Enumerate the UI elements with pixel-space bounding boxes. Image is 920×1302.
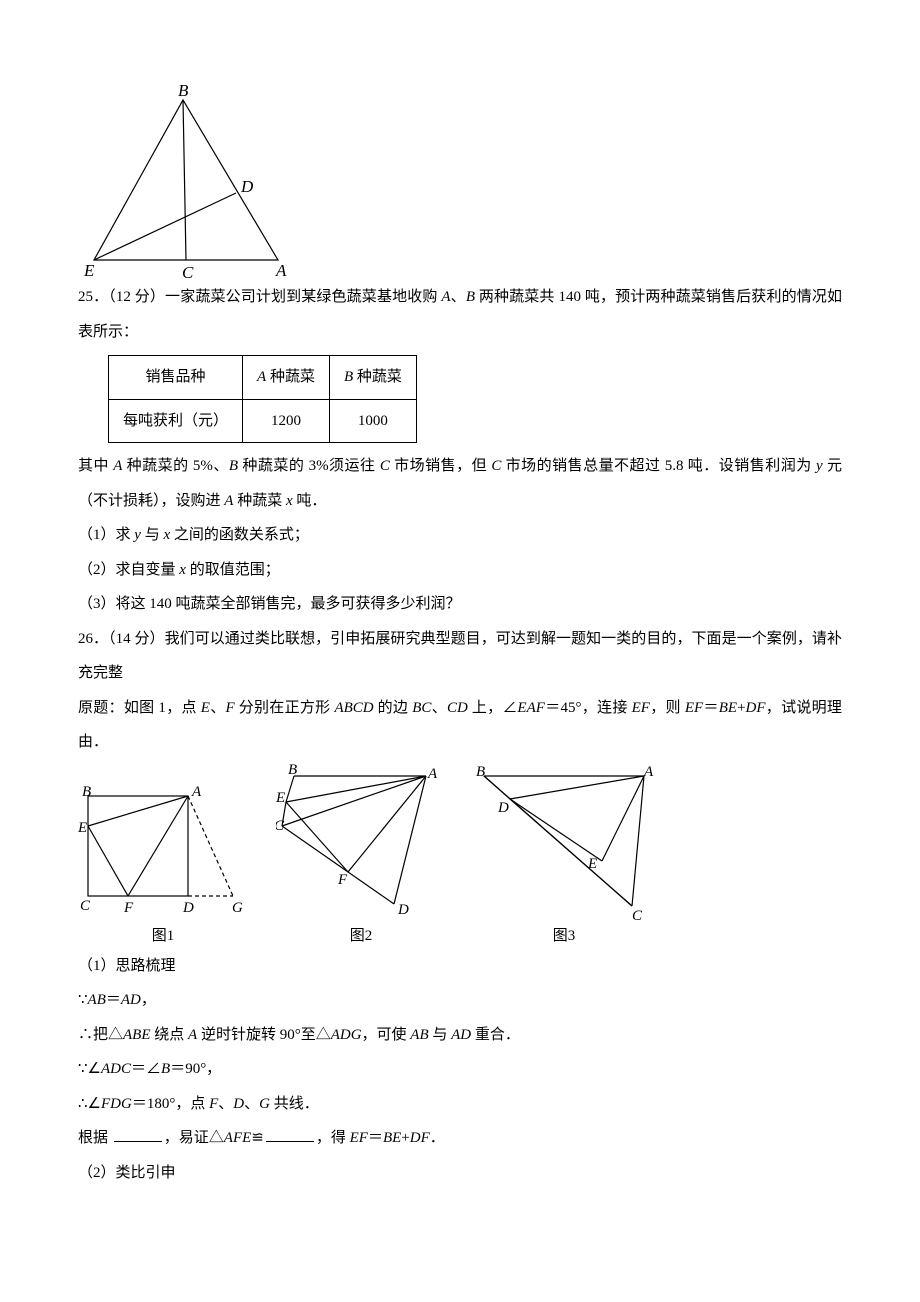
- svg-text:B: B: [82, 784, 91, 800]
- q25-sub1: （1）求 y 与 x 之间的函数关系式；: [78, 518, 842, 553]
- svg-text:A: A: [191, 784, 202, 800]
- svg-text:C: C: [276, 818, 285, 834]
- label-E: E: [83, 261, 95, 280]
- fig2-label: 图2: [276, 926, 446, 947]
- fig3-label: 图3: [474, 926, 654, 947]
- q25-heading: 25．（12 分）一家蔬菜公司计划到某绿色蔬菜基地收购 A、B 两种蔬菜共 14…: [78, 280, 842, 349]
- q26-sub1: （1）思路梳理: [78, 949, 842, 984]
- table-v2: 1000: [329, 399, 416, 443]
- q26-l5: 根据 ，易证△AFE≌，得 EF＝BE+DF．: [78, 1121, 842, 1156]
- svg-text:B: B: [288, 764, 297, 778]
- svg-text:C: C: [632, 908, 643, 924]
- label-C: C: [182, 263, 194, 280]
- svg-text:B: B: [476, 766, 485, 780]
- svg-text:A: A: [427, 766, 438, 782]
- svg-text:E: E: [587, 856, 597, 872]
- svg-text:E: E: [276, 790, 285, 806]
- table-v1: 1200: [243, 399, 330, 443]
- table-h2: A 种蔬菜: [243, 356, 330, 400]
- q25-sub3: （3）将这 140 吨蔬菜全部销售完，最多可获得多少利润？: [78, 587, 842, 622]
- triangle-figure: B D E C A: [78, 80, 842, 280]
- q25-table: 销售品种 A 种蔬菜 B 种蔬菜 每吨获利（元） 1200 1000: [108, 355, 417, 443]
- q26-l2: ∴把△ABE 绕点 A 逆时针旋转 90°至△ADG，可使 AB 与 AD 重合…: [78, 1018, 842, 1053]
- svg-text:A: A: [643, 766, 654, 780]
- fig1-label: 图1: [78, 926, 248, 947]
- svg-text:G: G: [232, 900, 243, 916]
- svg-text:F: F: [123, 900, 134, 916]
- q26-heading: 26．（14 分）我们可以通过类比联想，引申拓展研究典型题目，可达到解一题知一类…: [78, 622, 842, 691]
- q26-sub2: （2）类比引申: [78, 1156, 842, 1191]
- label-A: A: [275, 261, 287, 280]
- table-h1: 销售品种: [109, 356, 243, 400]
- q26-original: 原题：如图 1，点 E、F 分别在正方形 ABCD 的边 BC、CD 上，∠EA…: [78, 691, 842, 760]
- table-h3: B 种蔬菜: [329, 356, 416, 400]
- table-r1: 每吨获利（元）: [109, 399, 243, 443]
- fig2: B A EC F D 图2: [276, 764, 446, 947]
- q25-line2: 其中 A 种蔬菜的 5%、B 种蔬菜的 3%须运往 C 市场销售，但 C 市场的…: [78, 449, 842, 518]
- svg-text:D: D: [497, 800, 509, 816]
- q26-figures: B A E C F D G 图1: [78, 764, 842, 947]
- label-B: B: [178, 81, 189, 100]
- svg-text:C: C: [80, 898, 91, 914]
- q26-l1: ∵AB＝AD，: [78, 983, 842, 1018]
- svg-text:E: E: [78, 820, 87, 836]
- blank-2[interactable]: [266, 1128, 314, 1143]
- fig3: B A D E C 图3: [474, 766, 654, 947]
- label-D: D: [240, 177, 254, 196]
- q25-sub2: （2）求自变量 x 的取值范围；: [78, 553, 842, 588]
- fig1: B A E C F D G 图1: [78, 784, 248, 947]
- blank-1[interactable]: [114, 1128, 162, 1143]
- svg-text:D: D: [182, 900, 194, 916]
- svg-text:D: D: [397, 902, 409, 918]
- svg-text:F: F: [337, 872, 348, 888]
- q26-l4: ∴∠FDG＝180°，点 F、D、G 共线．: [78, 1087, 842, 1122]
- q26-l3: ∵∠ADC＝∠B＝90°，: [78, 1052, 842, 1087]
